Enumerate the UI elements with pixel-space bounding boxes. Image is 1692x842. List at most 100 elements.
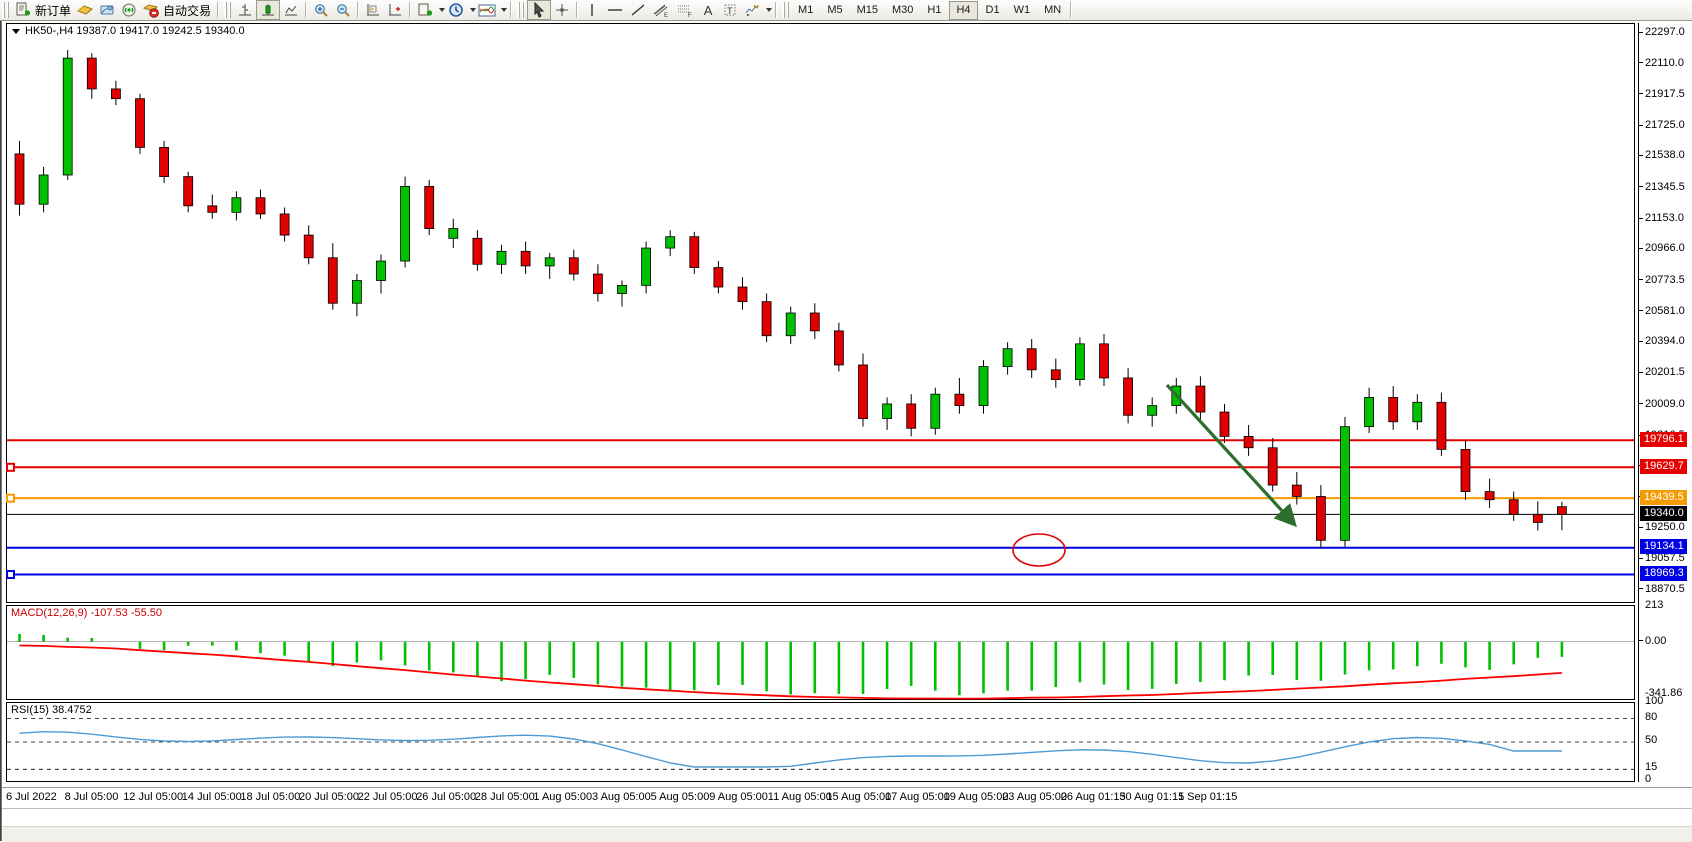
- candle: [496, 250, 507, 265]
- timeframe-h4[interactable]: H4: [949, 0, 978, 20]
- collapse-triangle-icon[interactable]: [12, 28, 20, 34]
- trendline-icon[interactable]: [627, 1, 649, 19]
- text-label-icon[interactable]: T: [719, 1, 741, 19]
- price-level-label-current-price[interactable]: 19340.0: [1640, 505, 1687, 521]
- indicators-icon[interactable]: [414, 1, 436, 19]
- rsi-pane[interactable]: RSI(15) 38.4752: [6, 702, 1635, 782]
- signals-icon[interactable]: [118, 1, 140, 19]
- time-axis[interactable]: 6 Jul 2022 8 Jul 05:00 12 Jul 05:00 14 Jul …: [2, 787, 1692, 809]
- timeframe-m1[interactable]: M1: [798, 3, 814, 16]
- templates-icon[interactable]: [476, 1, 498, 19]
- candle: [1195, 385, 1206, 413]
- toolbar-grip-4[interactable]: [782, 2, 791, 18]
- candle: [689, 236, 700, 268]
- timeframe-d1[interactable]: D1: [985, 3, 1000, 16]
- time-axis-tick: 28 Jul 05:00: [474, 791, 535, 803]
- candle: [376, 260, 386, 281]
- toolbar-grip[interactable]: [2, 2, 10, 18]
- autotrading-label[interactable]: 自动交易: [163, 3, 212, 18]
- price-level-label-support-2[interactable]: 18969.3: [1640, 566, 1687, 581]
- price-level-label-support-1[interactable]: 19134.1: [1640, 539, 1687, 555]
- new-order-icon[interactable]: [12, 1, 34, 19]
- symbol-header: HK50-,H4 19387.0 19417.0 19242.5 19340.0: [12, 25, 245, 37]
- candle: [954, 393, 965, 406]
- zoom-out-icon[interactable]: [332, 1, 354, 19]
- candle: [761, 301, 772, 337]
- market-icon[interactable]: [140, 1, 162, 19]
- candle: [303, 234, 314, 259]
- periods-icon[interactable]: [445, 1, 467, 19]
- objects-icon[interactable]: [741, 1, 763, 19]
- candle: [1147, 405, 1158, 416]
- candle: [1316, 496, 1326, 541]
- timeframe-mn[interactable]: MN: [1044, 3, 1062, 16]
- candle: [544, 257, 555, 267]
- price-axis[interactable]: 22297.0 22110.0 21917.5 21725.0 21538.0 21345…: [1638, 23, 1692, 785]
- line-chart-icon[interactable]: [280, 1, 302, 19]
- candle: [593, 273, 603, 294]
- timeframe-w1[interactable]: W1: [1013, 3, 1031, 16]
- objects-dropdown-caret[interactable]: [766, 8, 773, 12]
- candle: [327, 257, 338, 304]
- time-axis-tick: 30 Aug 01:15: [1119, 791, 1185, 803]
- timeframe-m5[interactable]: M5: [827, 3, 843, 16]
- candle: [1291, 484, 1302, 497]
- autoscroll-icon[interactable]: [362, 1, 384, 19]
- fibonacci-icon[interactable]: F: [673, 1, 697, 19]
- timeframe-h1[interactable]: H1: [927, 3, 942, 16]
- terminal-icon[interactable]: [96, 1, 118, 19]
- rsi-axis-tick: 50: [1645, 734, 1658, 746]
- toolbar-grip-2[interactable]: [224, 2, 233, 18]
- candle: [1050, 369, 1061, 380]
- time-axis-tick: 8 Jul 05:00: [64, 791, 119, 803]
- horizontal-line-icon[interactable]: [603, 1, 627, 19]
- candle: [472, 237, 483, 265]
- time-axis-tick: 3 Aug 05:00: [592, 791, 651, 803]
- zoom-in-icon[interactable]: [310, 1, 332, 19]
- equidistant-channel-icon[interactable]: E: [649, 1, 673, 19]
- new-order-label[interactable]: 新订单: [35, 3, 72, 18]
- candlestick-icon[interactable]: [256, 0, 281, 20]
- price-axis-tick: 21153.0: [1639, 212, 1684, 224]
- macd-label: MACD(12,26,9) -107.53 -55.50: [11, 607, 163, 619]
- candle: [1460, 448, 1471, 492]
- timeframe-m30[interactable]: M30: [892, 3, 914, 16]
- periods-dropdown-caret[interactable]: [470, 8, 477, 12]
- vertical-line-icon[interactable]: [581, 1, 603, 19]
- price-axis-tick: 18870.5: [1639, 583, 1685, 595]
- candle: [737, 286, 748, 303]
- price-axis-tick: 19250.0: [1639, 521, 1685, 533]
- text-icon[interactable]: A: [703, 2, 713, 18]
- chart-shift-icon[interactable]: [384, 1, 406, 19]
- templates-dropdown-caret[interactable]: [501, 8, 508, 12]
- cursor-icon[interactable]: [527, 0, 552, 20]
- price-axis-tick: 21538.0: [1639, 149, 1685, 161]
- candle: [1436, 401, 1447, 450]
- time-axis-tick: 22 Jul 05:00: [357, 791, 418, 803]
- toolbar-separator-1: [217, 2, 220, 18]
- candle: [1099, 343, 1109, 379]
- metaeditor-icon[interactable]: [74, 1, 96, 19]
- svg-text:F: F: [688, 13, 692, 18]
- macd-pane[interactable]: MACD(12,26,9) -107.53 -55.50: [6, 605, 1635, 700]
- time-axis-tick: 1 Aug 05:00: [533, 791, 593, 803]
- price-pane[interactable]: [6, 23, 1635, 603]
- macd-axis-tick: -341.86: [1645, 687, 1683, 699]
- indicators-dropdown-caret[interactable]: [439, 8, 446, 12]
- timeframe-m15[interactable]: M15: [856, 3, 878, 16]
- crosshair-icon[interactable]: [551, 1, 573, 19]
- candle: [930, 393, 941, 429]
- price-level-label-entry-level[interactable]: 19439.5: [1640, 489, 1687, 505]
- price-level-label-resistance-1[interactable]: 19796.1: [1640, 431, 1687, 447]
- price-level-label-resistance-2[interactable]: 19629.7: [1640, 458, 1687, 474]
- candle: [641, 247, 651, 286]
- candle: [231, 197, 242, 213]
- price-axis-tick: 21345.5: [1639, 181, 1685, 193]
- time-axis-tick: 11 Aug 05:00: [767, 791, 832, 803]
- time-axis-tick: 26 Aug 01:15: [1060, 791, 1126, 803]
- toolbar-grip-3[interactable]: [517, 2, 526, 18]
- bar-chart-icon[interactable]: [234, 1, 256, 19]
- candle: [520, 250, 531, 267]
- candle: [159, 146, 170, 178]
- candle: [400, 185, 411, 262]
